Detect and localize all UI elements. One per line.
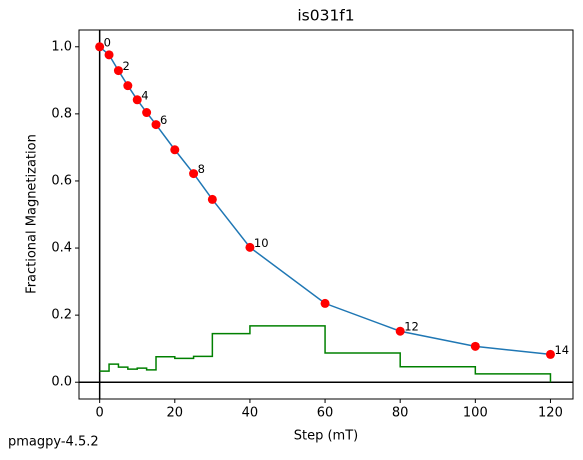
- x-tick-label: 120: [538, 406, 563, 421]
- data-point: [142, 108, 152, 118]
- point-label: 2: [122, 59, 129, 73]
- data-point: [245, 242, 255, 252]
- point-label: 4: [141, 88, 148, 102]
- data-point: [470, 341, 480, 351]
- data-point: [113, 66, 123, 76]
- data-point: [395, 326, 405, 336]
- footer: pmagpy-4.5.2: [8, 435, 99, 450]
- y-tick-label: 0.8: [51, 106, 72, 121]
- chart-title: is031f1: [297, 7, 354, 25]
- point-label: 6: [160, 113, 167, 127]
- x-tick-label: 40: [242, 406, 259, 421]
- point-label: 12: [404, 320, 419, 334]
- x-tick-label: 80: [392, 406, 409, 421]
- point-label: 14: [554, 343, 569, 357]
- data-point: [104, 50, 114, 60]
- y-tick-label: 0.0: [51, 375, 72, 390]
- data-point: [320, 298, 330, 308]
- x-axis-label: Step (mT): [294, 429, 358, 444]
- point-label: 8: [198, 162, 205, 176]
- x-tick-label: 0: [96, 406, 104, 421]
- x-tick-label: 100: [463, 406, 488, 421]
- plot-frame: [78, 29, 574, 400]
- data-line: [99, 46, 551, 356]
- data-point: [170, 145, 180, 155]
- x-tick-label: 60: [317, 406, 334, 421]
- y-axis-label: Fractional Magnetization: [25, 134, 40, 294]
- point-label: 10: [254, 236, 269, 250]
- data-point: [189, 169, 199, 179]
- data-point: [95, 42, 105, 52]
- data-point: [151, 120, 161, 130]
- y-tick-label: 0.6: [51, 173, 72, 188]
- y-tick-label: 0.4: [51, 241, 72, 256]
- data-point: [123, 81, 133, 91]
- y-tick-label: 0.2: [51, 308, 72, 323]
- x-tick-label: 20: [167, 406, 184, 421]
- data-point: [207, 194, 217, 204]
- data-point: [132, 95, 142, 105]
- point-label: 0: [104, 35, 111, 49]
- step-line: [99, 325, 552, 383]
- data-point: [545, 349, 555, 359]
- y-tick-label: 1.0: [51, 39, 72, 54]
